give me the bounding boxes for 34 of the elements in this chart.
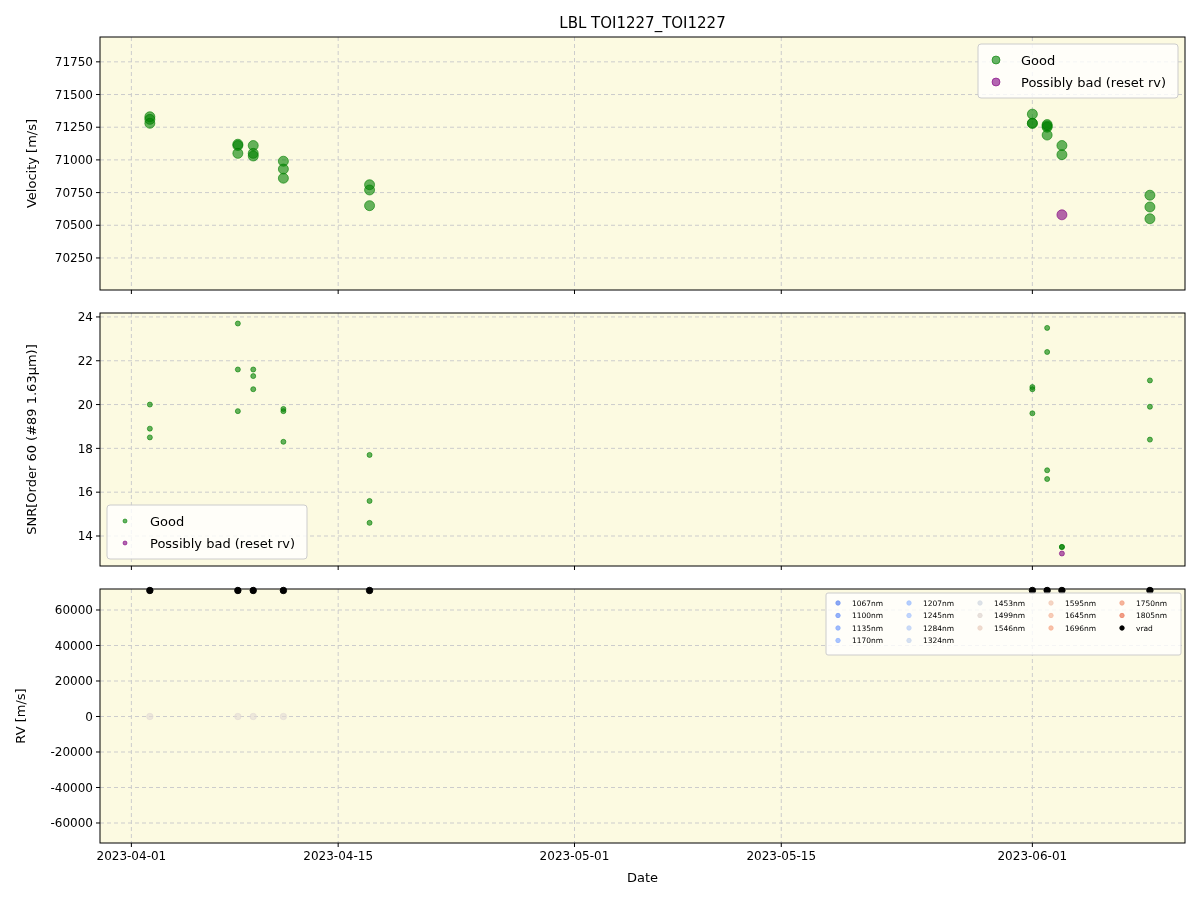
legend-label: Good [1021,52,1056,68]
x-axis-title: Date [626,870,659,885]
y-axis-title: SNR[Order 60 (#89 1.63μm)] [24,344,39,535]
y-axis-title: RV [m/s] [13,688,28,744]
legend-label: Possibly bad (reset rv) [150,535,296,551]
y-tick-label: 70500 [54,218,93,233]
y-tick-label: -40000 [50,780,93,795]
y-tick-label: 71000 [54,153,93,168]
legend-label: Good [150,513,185,529]
y-tick-label: 60000 [54,603,93,618]
y-tick-label: 71750 [54,55,93,70]
x-tick-label: 2023-06-01 [997,849,1068,863]
y-tick-label: 20 [77,397,93,412]
chart-title: LBL TOI1227_TOI1227 [559,14,726,33]
y-tick-label: 22 [77,353,93,368]
x-tick-label: 2023-04-15 [303,849,374,863]
y-tick-label: 70250 [54,251,93,266]
y-tick-label: -20000 [50,745,93,760]
y-tick-label: 40000 [54,638,93,653]
y-tick-label: -60000 [50,816,93,831]
y-tick-label: 20000 [54,674,93,689]
y-tick-label: 70750 [54,185,93,200]
y-tick-label: 71250 [54,120,93,135]
y-tick-label: 24 [77,310,93,325]
y-tick-label: 16 [77,485,93,500]
y-tick-label: 14 [77,529,93,544]
x-tick-label: 2023-05-15 [746,849,817,863]
x-tick-label: 2023-05-01 [539,849,610,863]
y-tick-label: 18 [77,441,93,456]
legend-label: Possibly bad (reset rv) [1021,74,1167,90]
x-tick-label: 2023-04-01 [96,849,167,863]
y-tick-label: 0 [85,709,93,724]
y-axis-title: Velocity [m/s] [24,118,39,209]
y-tick-label: 71500 [54,87,93,102]
